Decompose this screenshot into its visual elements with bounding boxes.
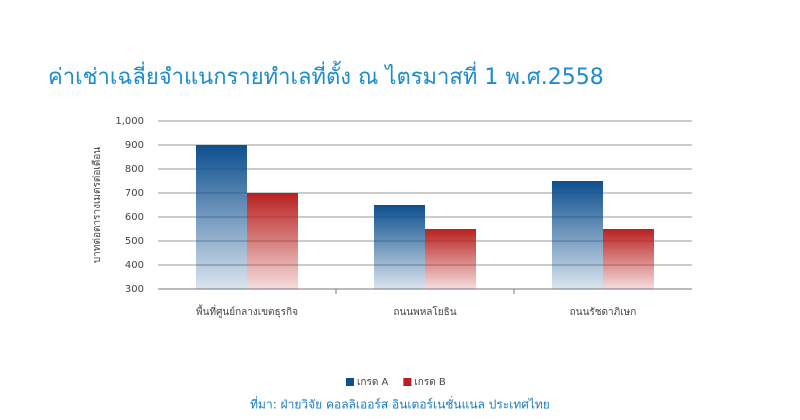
x-tick-label: ถนนพหลโยธิน [393,305,456,318]
bar [603,229,654,289]
legend-label: เกรด B [414,377,446,388]
source: ที่มา: ฝ่ายวิจัย คอลลิเออร์ส อินเตอร์เนช… [250,396,550,412]
x-tick-label: พื้นที่ศูนย์กลางเขตธุรกิจ [196,304,298,318]
bar [247,193,298,289]
y-tick-label: 900 [125,140,144,151]
y-tick-label: 800 [125,164,144,175]
y-tick-label: 500 [125,236,144,247]
y-tick-label: 600 [125,212,144,223]
chart-title: ค่าเช่าเฉลี่ยจำแนกรายทำเลที่ตั้ง ณ ไตรมา… [48,61,604,90]
y-tick-label: 1,000 [115,116,144,127]
bar [425,229,476,289]
y-axis-label: บาทต่อตารางเมตรต่อเดือน [91,147,103,263]
y-tick-label: 400 [125,260,144,271]
y-tick-label: 300 [125,284,144,295]
x-tick-label: ถนนรัชดาภิเษก [570,307,637,318]
legend-label: เกรด A [357,377,389,388]
y-tick-label: 700 [125,188,144,199]
legend-swatch [346,378,354,386]
bar [196,145,247,289]
legend-swatch [403,378,412,386]
bar [552,181,603,289]
bar [374,205,425,289]
